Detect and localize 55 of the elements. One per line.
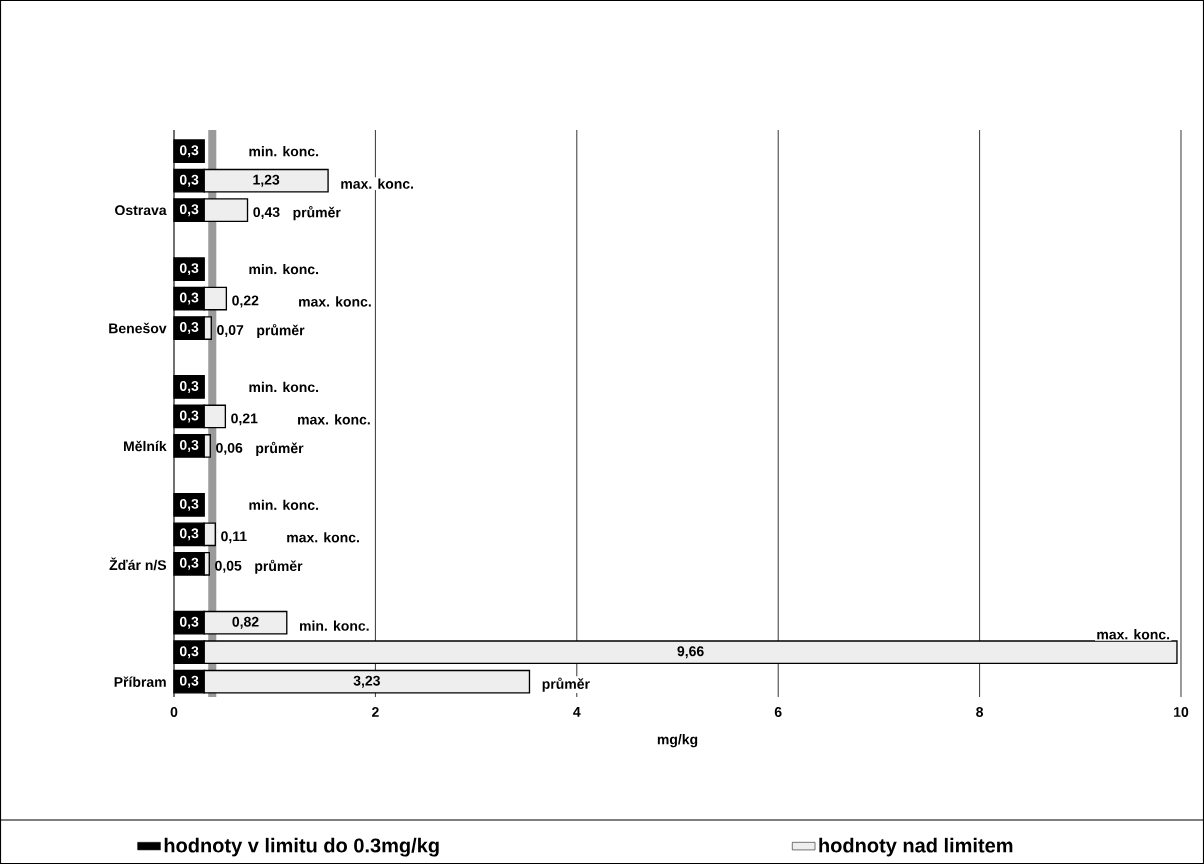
data-label: 1,23 xyxy=(253,174,280,187)
data-label: 0,22 xyxy=(232,295,259,308)
x-tick-label: 2 xyxy=(371,707,379,717)
data-label: 0,3 xyxy=(179,528,199,541)
data-label: 9,66 xyxy=(677,646,704,659)
x-tick-label: 6 xyxy=(774,707,782,717)
y-tick-label: Žďár n/S xyxy=(109,557,167,571)
data-label: 0,82 xyxy=(232,616,259,629)
annotation: průměr xyxy=(256,441,304,456)
annotation: min. konc. xyxy=(249,499,319,510)
data-label: 0,05 xyxy=(215,560,242,573)
x-tick-label: 10 xyxy=(1174,707,1189,717)
data-label: 0,3 xyxy=(179,174,199,187)
data-label: 0,3 xyxy=(179,145,199,158)
annotation: min. konc. xyxy=(249,146,319,157)
x-axis-title: mg/kg xyxy=(657,734,698,748)
data-label: 3,23 xyxy=(353,675,380,688)
legend-label: hodnoty v limitu do 0.3mg/kg xyxy=(164,837,439,857)
annotation: max. konc. xyxy=(341,178,414,189)
annotation: max. konc. xyxy=(299,296,371,307)
data-label: 0,06 xyxy=(216,442,243,455)
data-label: 0,3 xyxy=(179,646,199,659)
x-tick-label: 4 xyxy=(573,707,581,717)
data-label: 0,3 xyxy=(179,675,199,688)
annotation: průměr xyxy=(542,677,590,692)
annotation: max. konc. xyxy=(1097,629,1170,640)
data-label: 0,3 xyxy=(179,263,199,276)
y-tick-label: Benešov xyxy=(109,322,167,334)
data-label: 0,3 xyxy=(179,381,199,393)
y-tick-label: Ostrava xyxy=(115,205,167,216)
data-label: 0,3 xyxy=(179,322,199,335)
annotation: max. konc. xyxy=(287,532,359,543)
annotation: min. konc. xyxy=(249,381,319,393)
data-label: 0,3 xyxy=(179,292,199,305)
y-tick-label: Mělník xyxy=(124,440,167,452)
data-label: 0,43 xyxy=(253,207,280,220)
data-label: 0,3 xyxy=(179,410,199,423)
annotation: průměr xyxy=(255,559,303,574)
data-label: 0,3 xyxy=(179,557,199,570)
legend-label: hodnoty nad limitem xyxy=(819,837,1013,857)
annotation: min. konc. xyxy=(249,263,319,275)
y-tick-label: Příbram xyxy=(114,676,166,687)
data-label: 0,11 xyxy=(221,531,247,544)
x-tick-label: 0 xyxy=(170,707,178,717)
x-tick-label: 8 xyxy=(976,707,984,717)
annotation: max. konc. xyxy=(298,414,370,425)
data-label: 0,3 xyxy=(179,616,199,629)
data-label: 0,07 xyxy=(217,325,244,337)
annotation: průměr xyxy=(293,206,341,221)
data-label: 0,21 xyxy=(231,413,258,426)
annotation: průměr xyxy=(257,323,305,339)
data-label: 0,3 xyxy=(179,498,199,511)
data-label: 0,3 xyxy=(179,204,199,217)
annotation: min. konc. xyxy=(299,620,369,631)
data-label: 0,3 xyxy=(179,439,199,452)
